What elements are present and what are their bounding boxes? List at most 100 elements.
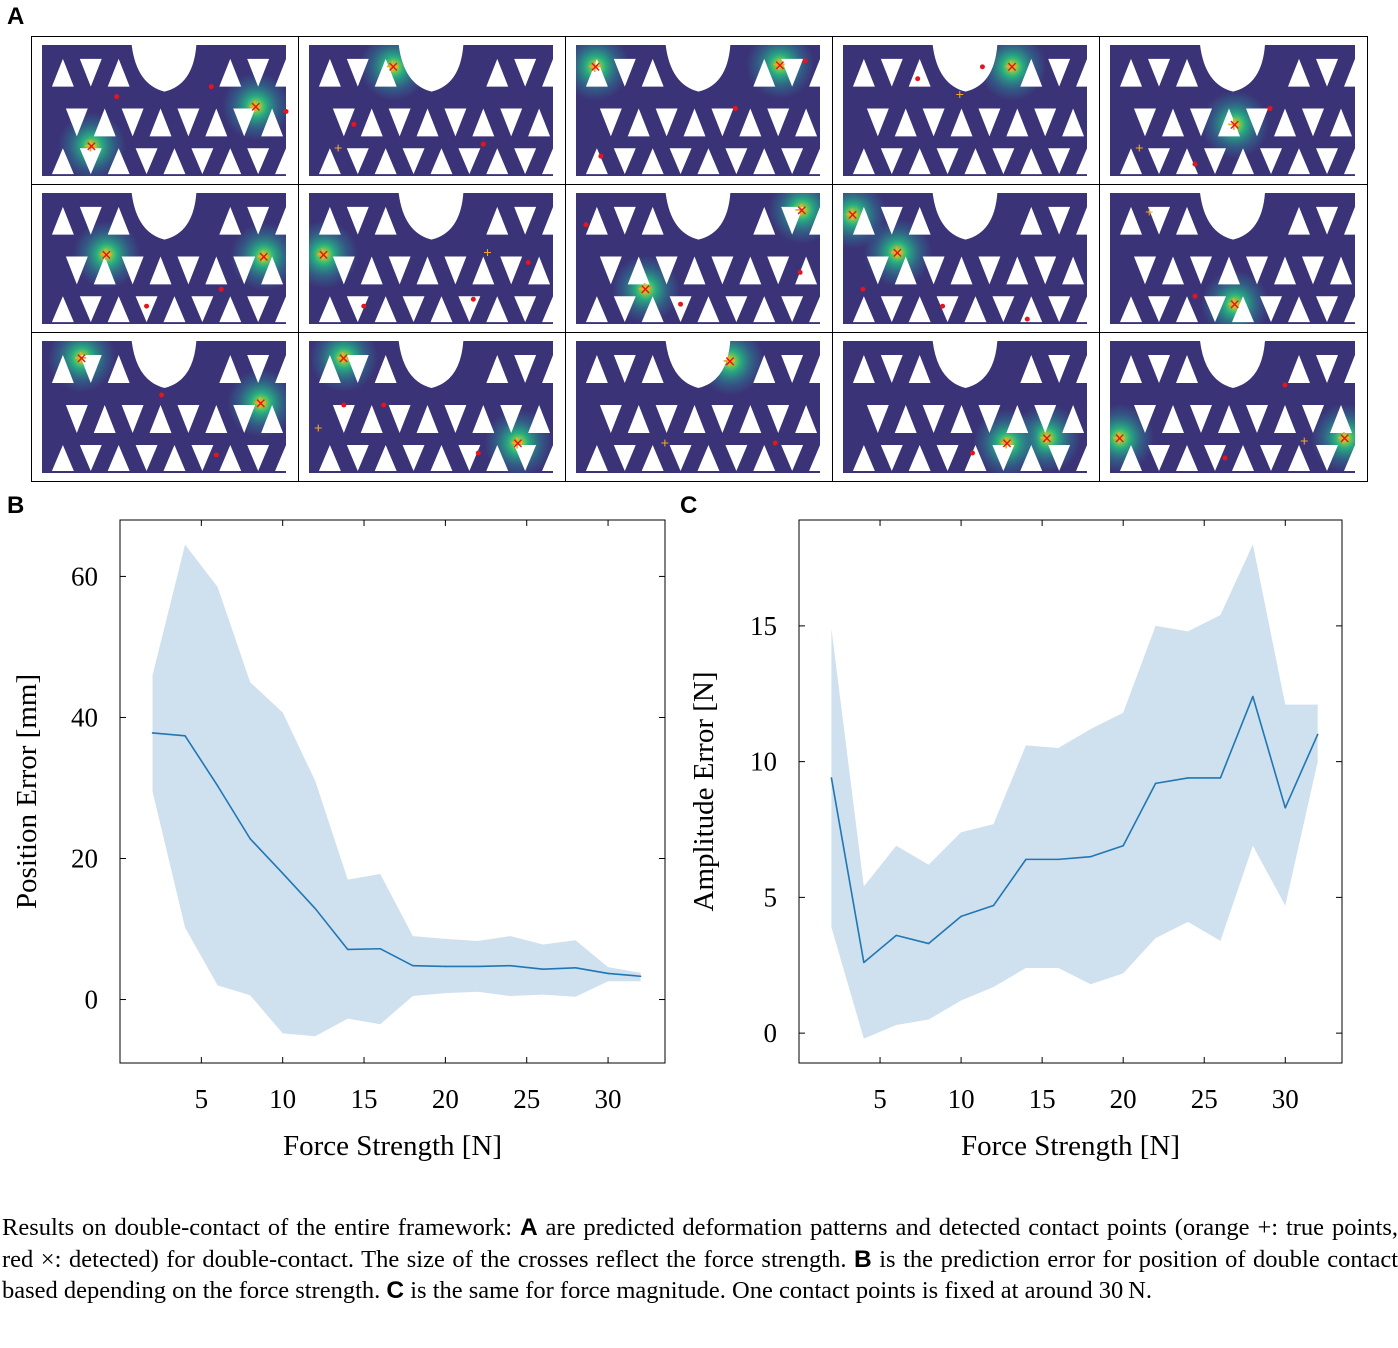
y-tick-label: 60 [71, 561, 98, 591]
deformation-pattern-image: +×+×+ [1110, 341, 1355, 473]
caption-label-a: A [519, 1214, 538, 1241]
svg-text:+: + [794, 198, 808, 224]
caption-label-c: C [386, 1277, 405, 1304]
svg-text:×: × [1114, 428, 1125, 450]
caption-label-b: B [854, 1245, 872, 1273]
x-tick-label: 30 [595, 1084, 622, 1114]
panel-label-c: C [680, 492, 698, 519]
deformation-pattern-image: +×+ [842, 44, 1088, 177]
x-tick-label: 5 [873, 1084, 887, 1114]
deformation-pattern-image: +×+× [842, 341, 1088, 473]
svg-text:+: + [638, 277, 652, 303]
svg-text:×: × [388, 57, 399, 79]
mean-line-segment [1155, 777, 1189, 785]
deformation-pattern-cell: + × + [299, 37, 566, 185]
x-tick-label: 15 [351, 1084, 378, 1114]
mean-line-segment [1252, 696, 1287, 809]
mean-line-segment [347, 947, 381, 951]
mean-line-segment [542, 966, 576, 971]
svg-text:+: + [956, 88, 965, 104]
svg-text:+: + [722, 349, 736, 375]
deformation-pattern-image: +×+ [575, 341, 821, 473]
x-tick-label: 20 [432, 1084, 459, 1114]
deformation-pattern-cell: + × + × [833, 185, 1100, 333]
deformation-pattern-image: +×+× [41, 341, 287, 473]
svg-text:+: + [1004, 55, 1018, 81]
svg-text:+: + [386, 55, 400, 81]
x-axis-label: Force Strength [N] [961, 1130, 1180, 1162]
svg-text:×: × [847, 205, 858, 227]
svg-text:+: + [1300, 434, 1309, 450]
plot-frame [119, 519, 666, 1064]
caption-text: is the same for force magnitude. One con… [404, 1277, 1152, 1304]
y-axis-label: Amplitude Error [N] [688, 672, 720, 912]
mean-line-segment [152, 732, 186, 737]
deformation-pattern-cell: + × + × [833, 333, 1100, 481]
panel-label-a: A [7, 3, 25, 30]
deformation-pattern-cell: + × + [1100, 185, 1367, 333]
svg-text:×: × [1229, 114, 1240, 136]
y-tick-label: 5 [764, 882, 778, 912]
svg-text:+: + [483, 246, 492, 262]
y-tick-label: 20 [71, 843, 98, 873]
y-tick-label: 40 [71, 702, 98, 732]
mean-line-segment [379, 948, 414, 967]
mean-line-segment [282, 872, 316, 910]
svg-text:+: + [661, 436, 670, 452]
deformation-pattern-image: +×+× [41, 192, 287, 325]
deformation-pattern-cell: + × + × [566, 37, 833, 185]
mean-line-segment [1058, 855, 1091, 861]
svg-text:×: × [255, 393, 266, 415]
svg-text:×: × [338, 348, 349, 370]
svg-text:×: × [101, 245, 112, 267]
mean-line-segment [477, 964, 511, 968]
svg-text:×: × [640, 279, 651, 301]
svg-text:×: × [590, 57, 601, 79]
svg-text:+: + [1039, 426, 1053, 452]
svg-text:+: + [253, 391, 267, 417]
mean-point [639, 975, 642, 978]
svg-text:×: × [1001, 433, 1012, 455]
deformation-pattern-image: +×+× [575, 44, 821, 177]
svg-text:×: × [512, 433, 523, 455]
y-tick-label: 0 [764, 1018, 778, 1048]
mean-line-segment [1122, 782, 1157, 847]
x-tick-label: 30 [1272, 1084, 1299, 1114]
y-tick-label: 15 [750, 611, 777, 641]
svg-text:×: × [774, 55, 785, 77]
svg-text:×: × [892, 243, 903, 265]
svg-text:×: × [258, 246, 269, 268]
svg-text:+: + [314, 421, 323, 437]
deformation-pattern-cell: + × + [833, 37, 1100, 185]
deformation-pattern-cell: + × + [299, 185, 566, 333]
mean-point [1316, 733, 1319, 736]
deformation-pattern-cell: + × + × + [1100, 333, 1367, 481]
svg-text:+: + [1112, 426, 1126, 452]
svg-text:+: + [1227, 112, 1241, 138]
x-tick-label: 5 [195, 1084, 209, 1114]
svg-text:+: + [1135, 141, 1144, 157]
deformation-pattern-cell: + × + × [32, 185, 299, 333]
svg-text:×: × [1339, 428, 1350, 450]
svg-text:×: × [1041, 428, 1052, 450]
mean-line-segment [1090, 845, 1124, 858]
mean-line-segment [1219, 696, 1254, 779]
figure-caption: Results on double-contact of the entire … [2, 1212, 1398, 1307]
deformation-pattern-image: +×+ [308, 192, 554, 325]
mean-line-segment [960, 904, 994, 918]
y-tick-label: 0 [85, 985, 99, 1015]
svg-text:×: × [250, 97, 261, 119]
svg-text:+: + [510, 431, 524, 457]
svg-text:+: + [84, 134, 98, 160]
svg-text:+: + [316, 243, 330, 269]
y-axis-label: Position Error [mm] [11, 674, 43, 909]
x-tick-label: 10 [948, 1084, 975, 1114]
amplitude-error-chart: 5 10 15 20 25 30 0 5 10 15 Force Strength [N] Ampli… [688, 519, 1343, 1162]
mean-line-segment [249, 838, 284, 874]
x-tick-label: 25 [513, 1084, 540, 1114]
deformation-pattern-cell: + × + × + [299, 333, 566, 481]
deformation-pattern-image: +×+ [1110, 192, 1355, 325]
y-tick-label: 10 [750, 747, 777, 777]
svg-text:+: + [248, 95, 262, 121]
svg-text:+: + [772, 53, 786, 79]
